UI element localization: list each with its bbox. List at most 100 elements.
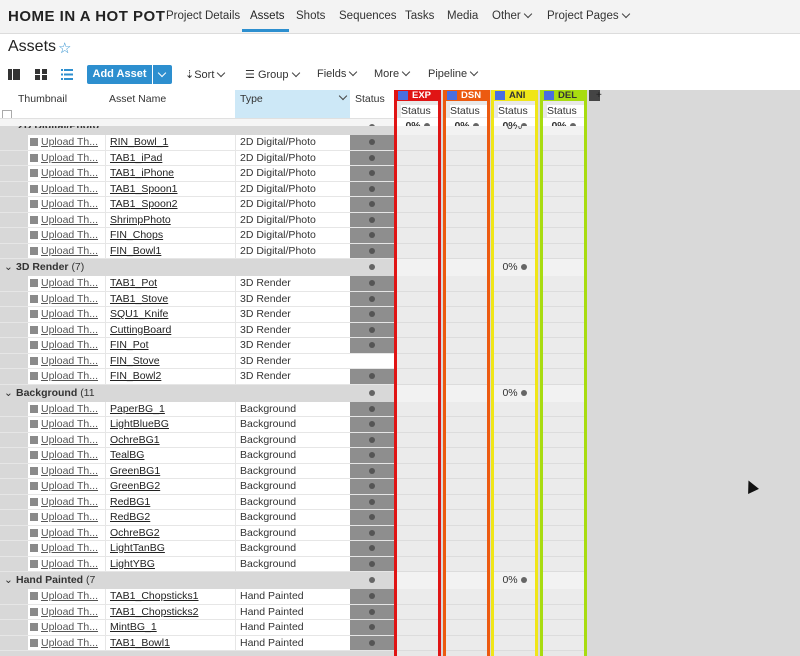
table-row[interactable]: Upload Th... RIN_Bowl_1 2D Digital/Photo bbox=[0, 135, 394, 151]
asset-name-link[interactable]: OchreBG1 bbox=[110, 433, 160, 446]
status-cell[interactable] bbox=[350, 556, 394, 571]
asset-name-link[interactable]: FIN_Chops bbox=[110, 229, 164, 241]
thumbnail-cell[interactable]: Upload Th... bbox=[30, 323, 105, 338]
stage-status-cell[interactable] bbox=[543, 276, 584, 292]
asset-name-link[interactable]: TAB1_Chopsticks1 bbox=[110, 590, 199, 602]
type-cell[interactable]: Hand Painted bbox=[235, 635, 350, 650]
stage-status-cell[interactable] bbox=[543, 620, 584, 636]
asset-name-link[interactable]: TAB1_Stove bbox=[110, 292, 169, 305]
stage-status-cell[interactable] bbox=[446, 510, 487, 526]
table-row[interactable]: Upload Th... TAB1_Chopsticks1 Hand Paint… bbox=[0, 589, 394, 605]
stage-status-cell[interactable] bbox=[397, 448, 438, 464]
stage-status-cell[interactable] bbox=[397, 307, 438, 323]
type-cell[interactable]: Hand Painted bbox=[235, 604, 350, 619]
asset-name-link[interactable]: FIN_Stove bbox=[110, 354, 160, 367]
stage-status-cell[interactable] bbox=[397, 322, 438, 338]
stage-status-cell[interactable] bbox=[397, 212, 438, 228]
thumbnail-cell[interactable]: Upload Th... bbox=[30, 464, 105, 479]
stage-status-cell[interactable] bbox=[543, 197, 584, 213]
stage-header-1[interactable]: DSN bbox=[443, 90, 490, 101]
asset-name-cell[interactable]: OchreBG2 bbox=[105, 525, 235, 540]
thumbnail-cell[interactable]: Upload Th... bbox=[30, 166, 105, 181]
stage-status-cell[interactable] bbox=[494, 510, 535, 526]
stage-status-cell[interactable] bbox=[543, 322, 584, 338]
stage-status-header[interactable]: Status bbox=[498, 105, 535, 117]
upload-thumbnail-link[interactable]: Upload Th... bbox=[41, 402, 99, 415]
asset-name-cell[interactable]: TAB1_Spoon1 bbox=[105, 181, 235, 196]
stage-status-cell[interactable] bbox=[494, 635, 535, 651]
stage-status-cell[interactable] bbox=[543, 463, 584, 479]
stage-status-cell[interactable] bbox=[543, 556, 584, 572]
stage-status-header[interactable]: Status bbox=[401, 105, 438, 117]
thumbnail-cell[interactable]: Upload Th... bbox=[30, 495, 105, 510]
stage-expand-icon[interactable] bbox=[495, 91, 505, 100]
upload-thumbnail-link[interactable]: Upload Th... bbox=[41, 542, 99, 554]
asset-name-cell[interactable]: TealBG bbox=[105, 448, 235, 463]
table-row[interactable]: Upload Th... TAB1_Stove 3D Render bbox=[0, 291, 394, 307]
stage-status-cell[interactable] bbox=[543, 353, 584, 369]
thumbnail-cell[interactable]: Upload Th... bbox=[30, 417, 105, 432]
stage-status-cell[interactable] bbox=[494, 369, 535, 385]
list-view-icon[interactable] bbox=[61, 69, 73, 80]
stage-status-cell[interactable] bbox=[397, 589, 438, 605]
stage-status-cell[interactable] bbox=[494, 556, 535, 572]
table-row[interactable]: Upload Th... TealBG Background bbox=[0, 448, 394, 464]
asset-name-link[interactable]: FIN_Pot bbox=[110, 339, 149, 351]
stage-status-cell[interactable] bbox=[494, 494, 535, 510]
asset-name-link[interactable]: ShrimpPhoto bbox=[110, 213, 171, 226]
asset-name-cell[interactable]: RIN_Bowl_1 bbox=[105, 135, 235, 150]
status-cell[interactable] bbox=[350, 307, 394, 322]
stage-status-cell[interactable] bbox=[446, 479, 487, 495]
stage-header-0[interactable]: EXP bbox=[394, 90, 441, 101]
table-row[interactable]: Upload Th... TAB1_Pot 3D Render bbox=[0, 276, 394, 292]
asset-name-link[interactable]: TAB1_Pot bbox=[110, 277, 158, 289]
stage-status-cell[interactable] bbox=[494, 589, 535, 605]
asset-name-cell[interactable]: RedBG1 bbox=[105, 494, 235, 509]
upload-thumbnail-link[interactable]: Upload Th... bbox=[41, 636, 99, 649]
asset-name-link[interactable]: TAB1_iPhone bbox=[110, 167, 175, 179]
status-cell[interactable] bbox=[350, 276, 394, 291]
stage-status-cell[interactable] bbox=[543, 291, 584, 307]
stage-status-cell[interactable] bbox=[397, 197, 438, 213]
asset-name-column-header[interactable]: Asset Name bbox=[109, 93, 167, 105]
table-row[interactable]: Upload Th... OchreBG1 Background bbox=[0, 432, 394, 448]
group-header-row[interactable]: 2D Digital/Photo bbox=[0, 126, 394, 135]
stage-status-cell[interactable] bbox=[397, 369, 438, 385]
type-cell[interactable]: 3D Render bbox=[235, 307, 350, 322]
upload-thumbnail-link[interactable]: Upload Th... bbox=[41, 433, 99, 446]
upload-thumbnail-link[interactable]: Upload Th... bbox=[41, 277, 99, 289]
group-header-row[interactable]: ⌄ 3D Render (7) bbox=[0, 259, 394, 276]
thumbnail-cell[interactable]: Upload Th... bbox=[30, 307, 105, 322]
stage-status-cell[interactable] bbox=[494, 212, 535, 228]
stage-status-cell[interactable] bbox=[543, 228, 584, 244]
nav-other[interactable]: Other bbox=[492, 9, 533, 22]
upload-thumbnail-link[interactable]: Upload Th... bbox=[41, 354, 99, 367]
upload-thumbnail-link[interactable]: Upload Th... bbox=[41, 418, 99, 430]
asset-name-cell[interactable]: TAB1_Chopsticks1 bbox=[105, 589, 235, 604]
type-cell[interactable]: 2D Digital/Photo bbox=[235, 228, 350, 243]
type-cell[interactable]: 3D Render bbox=[235, 353, 350, 368]
type-cell[interactable]: 3D Render bbox=[235, 338, 350, 353]
thumbnail-cell[interactable]: Upload Th... bbox=[30, 213, 105, 228]
type-cell[interactable]: Background bbox=[235, 525, 350, 540]
more-button[interactable]: More bbox=[374, 67, 411, 80]
asset-name-cell[interactable]: FIN_Bowl1 bbox=[105, 243, 235, 258]
thumbnail-cell[interactable]: Upload Th... bbox=[30, 557, 105, 572]
asset-name-cell[interactable]: CuttingBoard bbox=[105, 322, 235, 337]
type-column-header[interactable]: Type bbox=[240, 93, 263, 105]
thumbnail-cell[interactable]: Upload Th... bbox=[30, 605, 105, 620]
status-column-header[interactable]: Status bbox=[355, 93, 385, 105]
group-header-row[interactable]: ⌄ Background (11 bbox=[0, 384, 394, 402]
asset-name-cell[interactable]: LightBlueBG bbox=[105, 417, 235, 432]
thumbnail-cell[interactable]: Upload Th... bbox=[30, 197, 105, 212]
status-cell[interactable] bbox=[350, 635, 394, 650]
stage-status-cell[interactable] bbox=[446, 197, 487, 213]
stage-status-cell[interactable] bbox=[446, 307, 487, 323]
stage-status-cell[interactable] bbox=[494, 197, 535, 213]
table-row[interactable]: Upload Th... TAB1_iPad 2D Digital/Photo bbox=[0, 150, 394, 166]
table-row[interactable]: Upload Th... TAB1_Chopsticks2 Hand Paint… bbox=[0, 604, 394, 620]
table-row[interactable]: Upload Th... SQU1_Knife 3D Render bbox=[0, 307, 394, 323]
thumbnail-cell[interactable]: Upload Th... bbox=[30, 636, 105, 651]
asset-name-cell[interactable]: MintBG_1 bbox=[105, 620, 235, 635]
stage-status-cell[interactable] bbox=[494, 322, 535, 338]
